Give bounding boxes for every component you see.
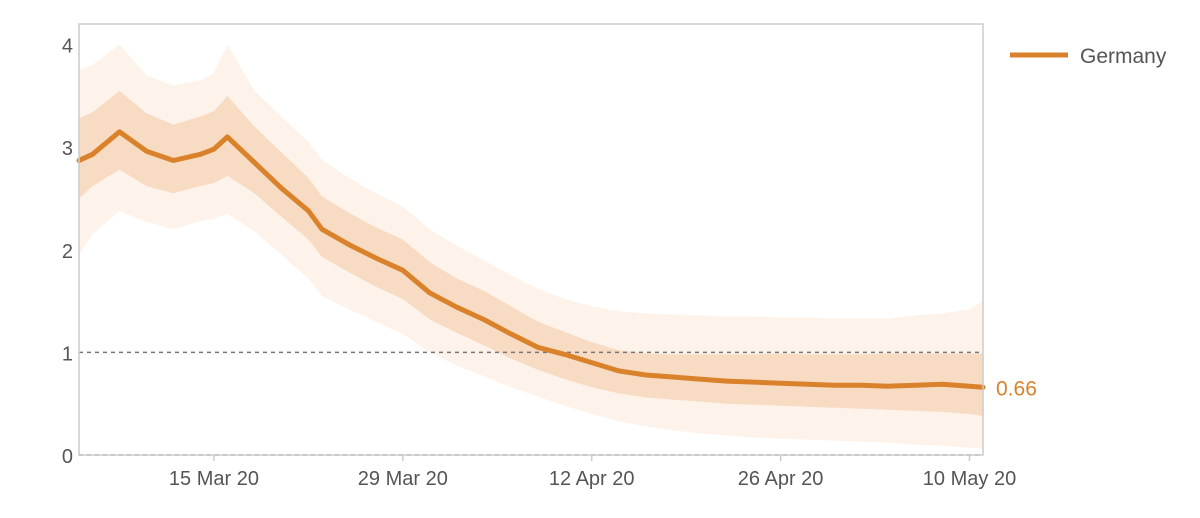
x-tick-label: 26 Apr 20	[738, 468, 824, 490]
x-axis-ticks: 15 Mar 20 29 Mar 20 12 Apr 20 26 Apr 20 10 M…	[169, 455, 1016, 490]
end-value-label: 0.66	[996, 377, 1037, 400]
x-tick-label: 29 Mar 20	[358, 468, 448, 490]
series-line-germany	[76, 129, 986, 390]
plot-frame	[78, 23, 984, 456]
legend-label-germany: Germany	[1080, 45, 1167, 68]
x-tick-label: 12 Apr 20	[549, 468, 635, 490]
y-tick-label: 3	[62, 138, 73, 160]
y-tick-label: 1	[62, 343, 73, 365]
y-tick-label: 4	[62, 36, 73, 58]
x-tick-label: 15 Mar 20	[169, 468, 259, 490]
band-50-germany	[79, 90, 983, 416]
band-90-germany	[79, 44, 983, 449]
x-tick-label: 10 May 20	[923, 468, 1016, 490]
series-lines	[76, 129, 986, 390]
y-axis-ticks: 0 1 2 3 4	[62, 36, 73, 468]
uncertainty-bands	[79, 44, 983, 449]
legend: Germany	[1010, 45, 1167, 68]
y-tick-label: 2	[62, 241, 73, 263]
y-tick-label: 0	[62, 446, 73, 468]
